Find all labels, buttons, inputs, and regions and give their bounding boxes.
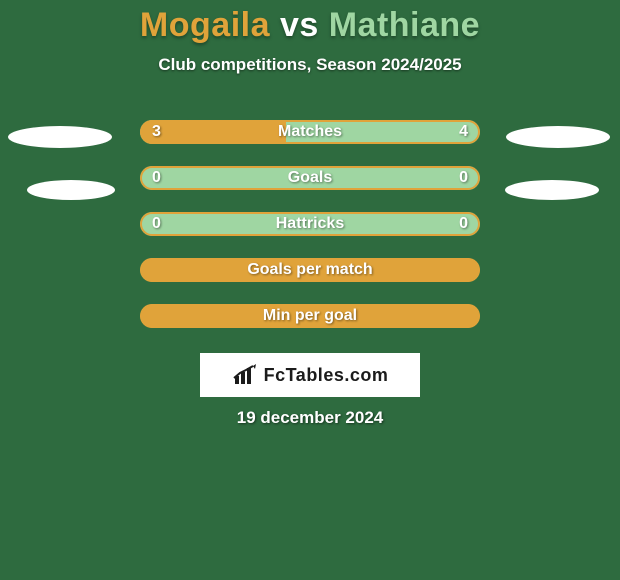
stat-label: Goals bbox=[140, 166, 480, 190]
stat-bar: 00Hattricks bbox=[140, 212, 480, 236]
stat-rows: 34Matches 00Goals 00Hattricks Goals per mat… bbox=[0, 120, 620, 350]
stat-row: Goals per match bbox=[0, 258, 620, 304]
stat-row: 00Hattricks bbox=[0, 212, 620, 258]
title-player-left: Mogaila bbox=[140, 6, 270, 44]
subtitle: Club competitions, Season 2024/2025 bbox=[0, 55, 620, 75]
stat-row: 00Goals bbox=[0, 166, 620, 212]
stat-bar: Goals per match bbox=[140, 258, 480, 282]
stat-label: Hattricks bbox=[140, 212, 480, 236]
stat-label: Min per goal bbox=[140, 304, 480, 328]
date-label: 19 december 2024 bbox=[0, 408, 620, 428]
stat-row: Min per goal bbox=[0, 304, 620, 350]
brand-chart-icon bbox=[232, 364, 258, 386]
stat-label: Goals per match bbox=[140, 258, 480, 282]
brand-text: FcTables.com bbox=[264, 365, 389, 386]
stat-bar: Min per goal bbox=[140, 304, 480, 328]
stat-label: Matches bbox=[140, 120, 480, 144]
stat-row: 34Matches bbox=[0, 120, 620, 166]
title-player-right: Mathiane bbox=[329, 6, 480, 44]
stat-bar: 34Matches bbox=[140, 120, 480, 144]
page-title: Mogaila vs Mathiane bbox=[0, 0, 620, 45]
title-vs: vs bbox=[270, 6, 329, 44]
brand-badge: FcTables.com bbox=[200, 353, 420, 397]
comparison-card: Mogaila vs Mathiane Club competitions, S… bbox=[0, 0, 620, 580]
stat-bar: 00Goals bbox=[140, 166, 480, 190]
